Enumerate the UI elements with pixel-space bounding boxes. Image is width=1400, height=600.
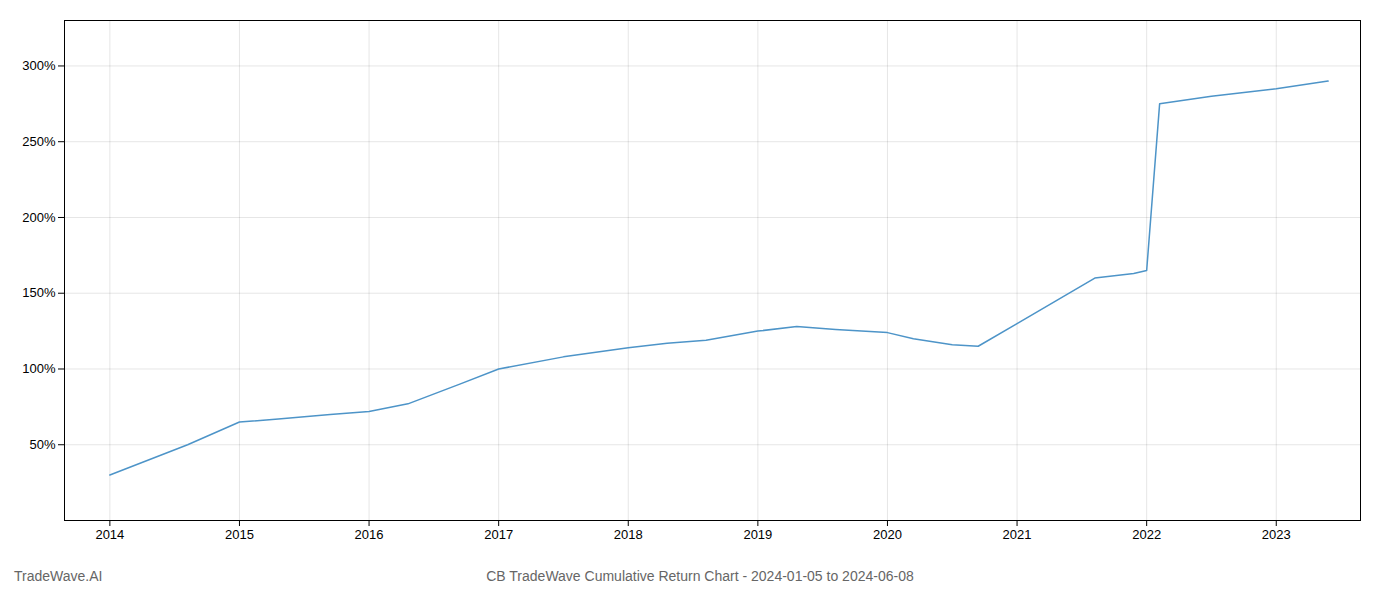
- html-text:CB TradeWave Cumulative Return: CB TradeWave Cumulative Return Chart - 2…: [486, 568, 914, 584]
- svg-text:2023: 2023: [1262, 527, 1291, 542]
- svg-text:2019: 2019: [743, 527, 772, 542]
- svg-text:2022: 2022: [1132, 527, 1161, 542]
- svg-text:100%: 100%: [22, 361, 56, 376]
- svg-text:2020: 2020: [873, 527, 902, 542]
- svg-text:2018: 2018: [614, 527, 643, 542]
- svg-text:50%: 50%: [29, 437, 55, 452]
- svg-text:250%: 250%: [22, 134, 56, 149]
- svg-text:300%: 300%: [22, 58, 56, 73]
- svg-text:2015: 2015: [225, 527, 254, 542]
- svg-text:2021: 2021: [1003, 527, 1032, 542]
- svg-text:150%: 150%: [22, 285, 56, 300]
- svg-text:200%: 200%: [22, 210, 56, 225]
- svg-text:2017: 2017: [484, 527, 513, 542]
- svg-text:2014: 2014: [95, 527, 124, 542]
- html-text:TradeWave.AI: TradeWave.AI: [14, 568, 103, 584]
- svg-text:2016: 2016: [355, 527, 384, 542]
